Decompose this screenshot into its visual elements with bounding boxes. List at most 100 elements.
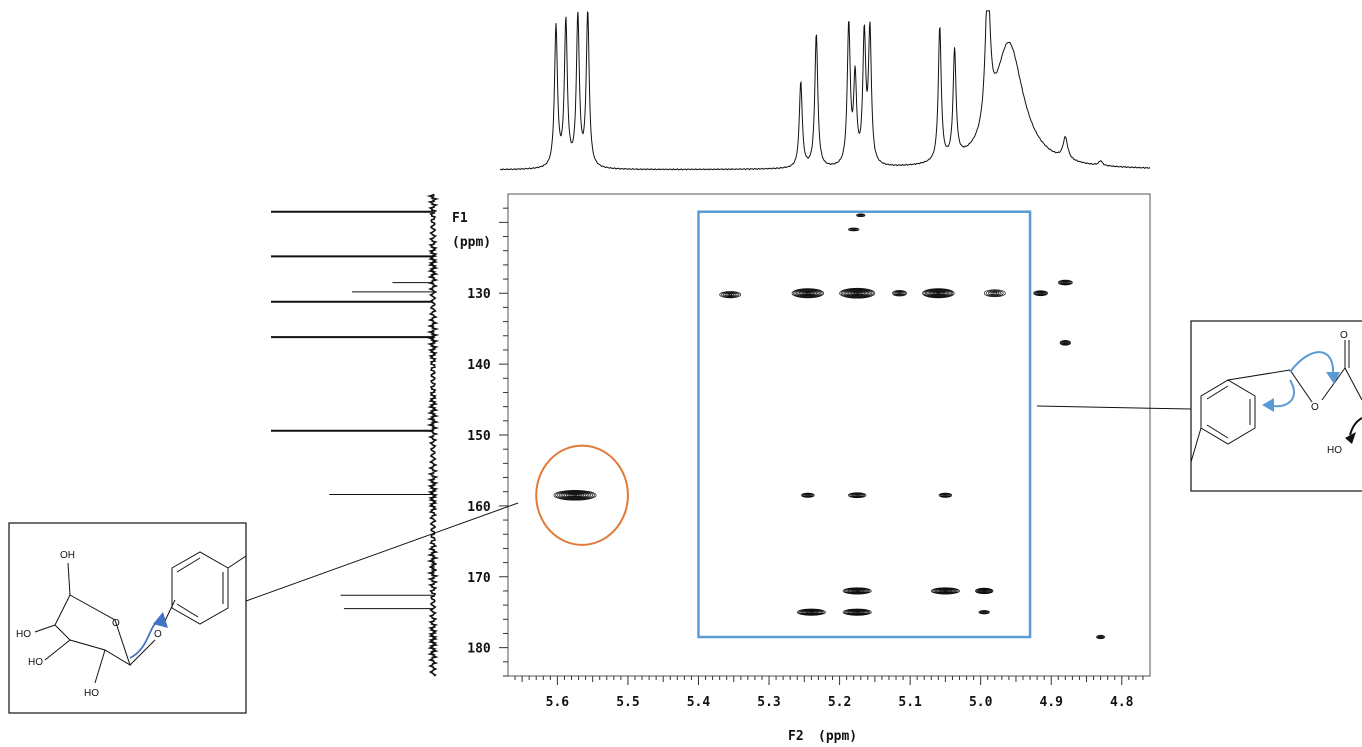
label-ho-2: HO bbox=[28, 657, 43, 668]
label-oh-top: OH bbox=[60, 550, 75, 561]
contour-level bbox=[1060, 340, 1071, 346]
contour-level bbox=[943, 494, 947, 497]
x-axis-unit: (ppm) bbox=[818, 729, 857, 744]
contour-level bbox=[567, 493, 583, 498]
contour-level bbox=[941, 493, 949, 497]
contour-level bbox=[724, 292, 736, 297]
y-axis-unit: (ppm) bbox=[452, 235, 491, 250]
label-o-link: O bbox=[154, 629, 162, 640]
aromatic-double-3 bbox=[176, 603, 199, 618]
cross-peak bbox=[791, 288, 825, 299]
contour-level bbox=[1096, 635, 1105, 639]
contour-level bbox=[803, 493, 813, 498]
sugar-c6 bbox=[67, 562, 71, 596]
contour-level bbox=[849, 492, 866, 498]
x-tick-label: 5.0 bbox=[969, 695, 993, 710]
contour-level bbox=[565, 492, 585, 498]
ester-co-bond bbox=[1321, 367, 1346, 401]
contour-level bbox=[1035, 291, 1047, 296]
contour-level bbox=[839, 287, 876, 299]
hmbc-arrow-ester-1 bbox=[1289, 351, 1335, 376]
contour-level bbox=[855, 611, 859, 614]
contour-level bbox=[990, 291, 1000, 296]
sugar-oh3 bbox=[44, 639, 71, 661]
hmbc-arrowhead-ester-2 bbox=[1262, 398, 1274, 412]
sugar-oh2 bbox=[34, 624, 56, 633]
x-axis: 5.6 5.5 5.4 5.3 5.2 5.1 5.0 4.9 4.8 bbox=[508, 675, 1150, 710]
contour-level bbox=[934, 291, 943, 295]
contour-level bbox=[558, 491, 592, 500]
ester-chain bbox=[1344, 367, 1362, 401]
contour-level bbox=[1060, 280, 1070, 285]
contour-level bbox=[852, 291, 862, 295]
highlight-rectangle bbox=[697, 210, 1032, 639]
contour-level bbox=[932, 291, 944, 296]
hmbc-arrowhead-glucoside bbox=[153, 612, 168, 628]
contour-level bbox=[992, 292, 998, 295]
x-tick-label: 5.3 bbox=[757, 695, 780, 710]
contour-level bbox=[926, 289, 951, 298]
contour-level bbox=[1063, 281, 1067, 284]
contour-level bbox=[1059, 340, 1071, 346]
f2-projection-trace bbox=[500, 10, 1151, 171]
highlight-ellipse bbox=[535, 444, 629, 546]
contour-level bbox=[802, 493, 814, 498]
cross-peak bbox=[839, 287, 876, 299]
contour-level bbox=[898, 292, 902, 295]
contour-level bbox=[855, 494, 859, 497]
cross-peak bbox=[1033, 290, 1049, 297]
glucoside-box bbox=[8, 522, 247, 714]
contour-level bbox=[1061, 341, 1069, 345]
contour-level bbox=[804, 493, 812, 497]
aromatic-ring bbox=[171, 551, 229, 625]
contour-level bbox=[1099, 636, 1102, 638]
cross-peak bbox=[930, 587, 960, 595]
contour-level bbox=[943, 590, 948, 592]
contour-level bbox=[924, 289, 952, 298]
contour-level bbox=[982, 611, 986, 614]
contour-level bbox=[845, 289, 870, 297]
callout-line-ester bbox=[1036, 405, 1192, 410]
contour-level bbox=[846, 289, 868, 297]
contour-level bbox=[1061, 340, 1070, 345]
contour-level bbox=[1033, 290, 1049, 297]
contour-level bbox=[801, 492, 815, 498]
contour-level bbox=[896, 291, 903, 295]
contour-level bbox=[1059, 280, 1071, 285]
y-tick-label: 130 bbox=[467, 287, 491, 302]
contour-level bbox=[840, 288, 874, 299]
contour-level bbox=[1058, 280, 1072, 286]
contour-level bbox=[982, 590, 986, 592]
contour-level bbox=[798, 290, 817, 297]
cross-peak bbox=[1057, 279, 1073, 286]
contour-level bbox=[569, 493, 581, 497]
contour-level bbox=[842, 288, 873, 298]
contour-level bbox=[850, 493, 864, 498]
ester-methyl bbox=[1190, 427, 1202, 463]
contour-level bbox=[894, 290, 905, 296]
contour-level bbox=[791, 288, 825, 299]
contour-level bbox=[1057, 279, 1073, 286]
label-ho-1: HO bbox=[16, 629, 31, 640]
x-tick-label: 5.1 bbox=[898, 695, 922, 710]
contour-level bbox=[936, 292, 941, 295]
y-tick-label: 180 bbox=[467, 642, 491, 657]
hmbc-arrowhead-ester-1 bbox=[1326, 372, 1340, 384]
ester-label-o-carbonyl: O bbox=[1340, 330, 1348, 341]
contour-level bbox=[726, 293, 735, 297]
glyco-bond-1 bbox=[129, 639, 156, 666]
contour-level bbox=[1097, 635, 1104, 639]
contour-level bbox=[848, 492, 867, 499]
plot-frame bbox=[507, 193, 1151, 677]
ester-label-o: O bbox=[1311, 402, 1319, 413]
cross-peak bbox=[1096, 634, 1106, 640]
contour-level bbox=[1036, 291, 1046, 296]
cross-peak bbox=[719, 291, 742, 299]
cross-peak bbox=[978, 610, 990, 615]
contour-level bbox=[806, 494, 810, 497]
label-o-ring: O bbox=[112, 618, 120, 629]
ester-o-bond bbox=[1289, 369, 1313, 403]
x-tick-label: 5.4 bbox=[687, 695, 711, 710]
contour-level bbox=[852, 228, 856, 231]
